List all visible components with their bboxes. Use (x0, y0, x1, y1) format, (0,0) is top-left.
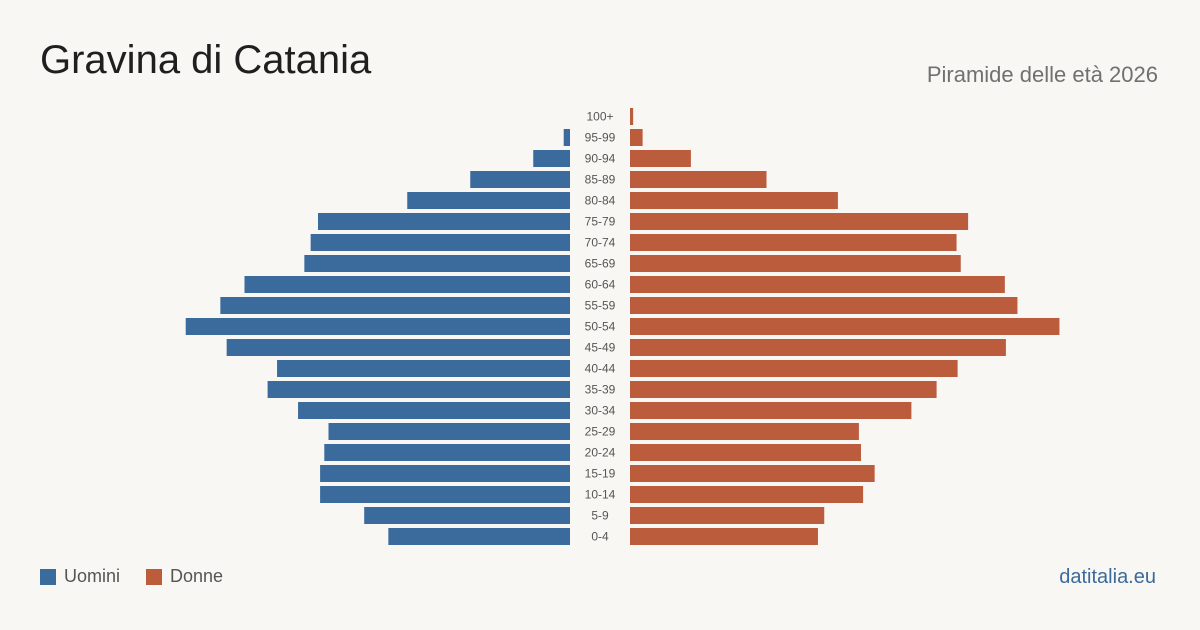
legend-item-women: Donne (146, 566, 223, 587)
bar-women-25-29 (630, 423, 859, 440)
bar-women-50-54 (630, 318, 1060, 335)
bar-women-0-4 (630, 528, 818, 545)
age-label-75-79: 75-79 (585, 215, 616, 229)
legend-swatch-men (40, 568, 56, 585)
bar-men-55-59 (220, 297, 570, 314)
bar-men-50-54 (185, 318, 570, 335)
bar-men-75-79 (318, 213, 570, 230)
age-label-0-4: 0-4 (591, 530, 609, 544)
bar-women-30-34 (630, 402, 912, 419)
age-label-70-74: 70-74 (585, 236, 616, 250)
bar-women-55-59 (630, 297, 1018, 314)
bar-women-65-69 (630, 255, 961, 272)
bar-women-5-9 (630, 507, 825, 524)
chart-title: Gravina di Catania (40, 38, 372, 82)
age-label-30-34: 30-34 (585, 404, 616, 418)
age-label-80-84: 80-84 (585, 194, 616, 208)
legend-label-men: Uomini (64, 566, 121, 586)
age-label-50-54: 50-54 (585, 320, 616, 334)
age-label-40-44: 40-44 (585, 362, 616, 376)
bar-men-60-64 (244, 276, 570, 293)
bar-men-65-69 (304, 255, 570, 272)
legend-label-women: Donne (170, 566, 224, 586)
bar-men-95-99 (563, 129, 570, 146)
age-label-85-89: 85-89 (585, 173, 616, 187)
bar-men-45-49 (226, 339, 570, 356)
bar-women-35-39 (630, 381, 937, 398)
age-label-35-39: 35-39 (585, 383, 616, 397)
chart-subtitle: Piramide delle età 2026 (926, 62, 1158, 87)
bar-women-20-24 (630, 444, 861, 461)
age-label-95-99: 95-99 (585, 131, 616, 145)
bar-men-10-14 (320, 486, 570, 503)
bar-women-15-19 (630, 465, 875, 482)
bar-women-45-49 (630, 339, 1006, 356)
bar-women-80-84 (630, 192, 838, 209)
age-label-60-64: 60-64 (585, 278, 616, 292)
bar-men-25-29 (328, 423, 570, 440)
bar-men-20-24 (324, 444, 570, 461)
age-label-90-94: 90-94 (585, 152, 616, 166)
age-label-15-19: 15-19 (585, 467, 616, 481)
bar-men-40-44 (277, 360, 570, 377)
bar-women-85-89 (630, 171, 767, 188)
bar-women-90-94 (630, 150, 691, 167)
bar-women-60-64 (630, 276, 1005, 293)
bar-men-15-19 (320, 465, 570, 482)
bar-women-70-74 (630, 234, 957, 251)
bar-women-100+ (630, 108, 634, 125)
age-label-20-24: 20-24 (585, 446, 616, 460)
bar-men-70-74 (310, 234, 570, 251)
bar-women-95-99 (630, 129, 643, 146)
bar-men-85-89 (470, 171, 570, 188)
source-link[interactable]: datitalia.eu (1059, 566, 1156, 588)
age-label-100+: 100+ (586, 110, 613, 124)
bar-men-90-94 (533, 150, 570, 167)
legend-item-men: Uomini (40, 566, 120, 587)
age-label-65-69: 65-69 (585, 257, 616, 271)
bar-men-35-39 (267, 381, 570, 398)
age-label-45-49: 45-49 (585, 341, 616, 355)
bar-men-0-4 (388, 528, 570, 545)
bar-men-30-34 (298, 402, 570, 419)
bar-women-75-79 (630, 213, 969, 230)
age-label-55-59: 55-59 (585, 299, 616, 313)
bar-men-80-84 (407, 192, 570, 209)
age-label-10-14: 10-14 (585, 488, 616, 502)
age-label-25-29: 25-29 (585, 425, 616, 439)
legend-swatch-women (146, 568, 163, 585)
legend: Uomini Donne (40, 566, 249, 587)
bar-women-10-14 (630, 486, 864, 503)
bar-men-5-9 (364, 507, 570, 524)
bar-women-40-44 (630, 360, 958, 377)
age-label-5-9: 5-9 (591, 509, 609, 523)
